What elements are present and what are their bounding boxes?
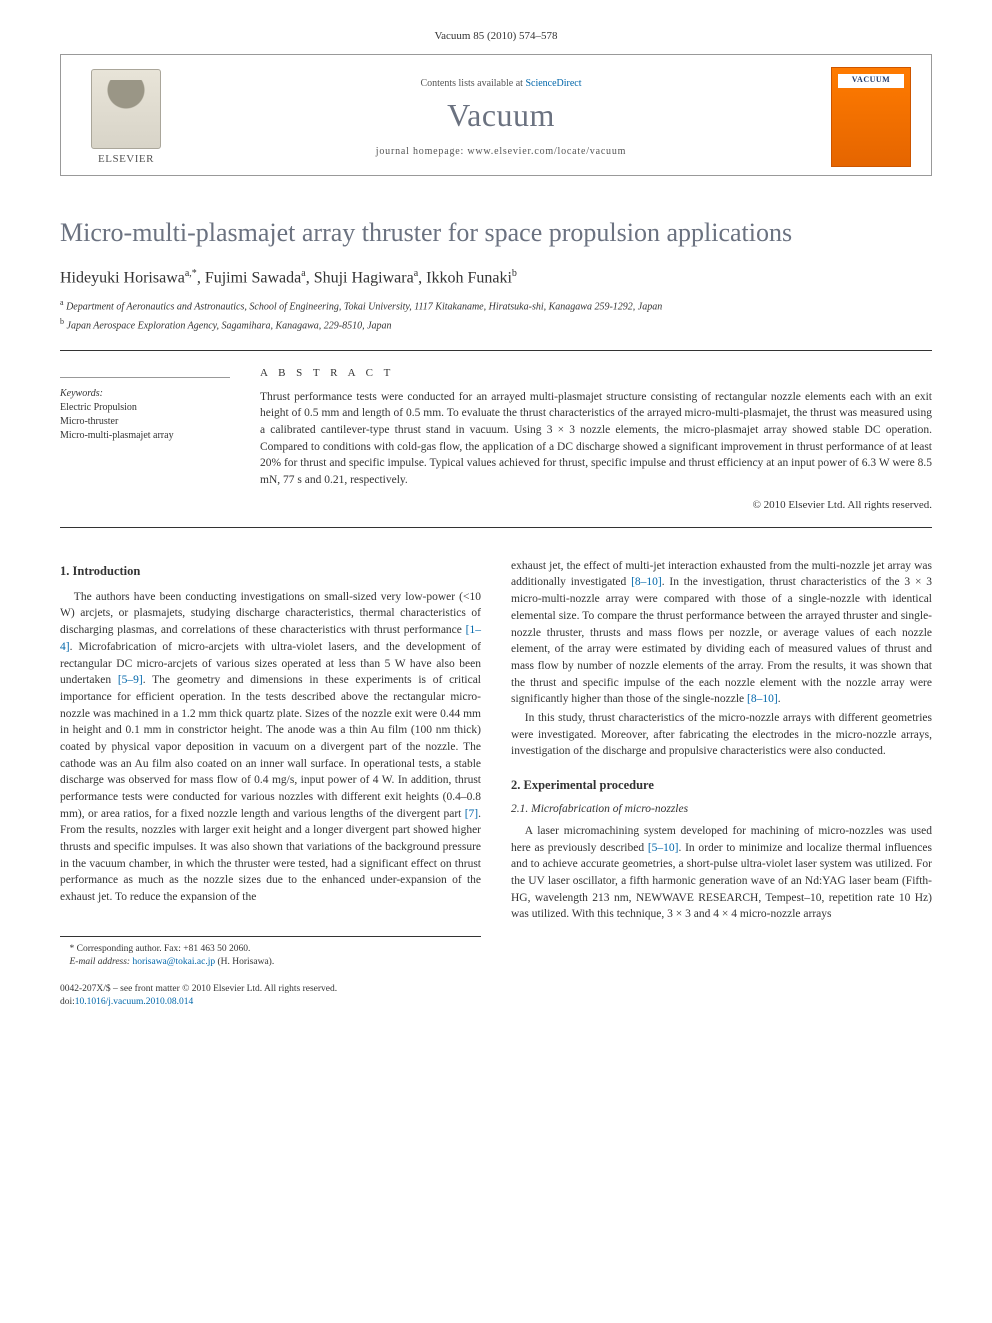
keyword: Micro-multi-plasmajet array: [60, 429, 230, 443]
body-paragraph: A laser micromachining system developed …: [511, 823, 932, 923]
authors-list: Hideyuki Horisawaa,*, Fujimi Sawadaa, Sh…: [60, 268, 932, 287]
keywords-label: Keywords:: [60, 388, 230, 399]
keyword: Micro-thruster: [60, 415, 230, 429]
publisher-logo-block: ELSEVIER: [81, 69, 171, 165]
body-paragraph: The authors have been conducting investi…: [60, 589, 481, 906]
text-run: . In the investigation, thrust character…: [511, 576, 932, 705]
author: Ikkoh Funaki: [426, 269, 512, 286]
author: Hideyuki Horisawa: [60, 269, 185, 286]
ref-link[interactable]: [7]: [465, 808, 478, 820]
affiliation: a Department of Aeronautics and Astronau…: [60, 297, 932, 314]
affiliation-text: Japan Aerospace Exploration Agency, Saga…: [67, 321, 392, 332]
footer-block: 0042-207X/$ – see front matter © 2010 El…: [60, 983, 481, 1010]
email-suffix: (H. Horisawa).: [215, 957, 274, 967]
doi-prefix: doi:: [60, 997, 75, 1007]
keywords-column: Keywords: Electric Propulsion Micro-thru…: [60, 367, 230, 511]
divider: [60, 377, 230, 378]
citation-header: Vacuum 85 (2010) 574–578: [60, 30, 932, 42]
abstract-copyright: © 2010 Elsevier Ltd. All rights reserved…: [260, 499, 932, 511]
body-paragraph: In this study, thrust characteristics of…: [511, 710, 932, 760]
publisher-label: ELSEVIER: [81, 153, 171, 165]
abstract-column: A B S T R A C T Thrust performance tests…: [260, 367, 932, 511]
author-sup: a,*: [185, 268, 197, 279]
affiliation-text: Department of Aeronautics and Astronauti…: [66, 301, 662, 312]
contents-prefix: Contents lists available at: [420, 78, 525, 89]
ref-link[interactable]: [5–9]: [118, 674, 143, 686]
footnote-block: * Corresponding author. Fax: +81 463 50 …: [60, 936, 481, 970]
abstract-block: Keywords: Electric Propulsion Micro-thru…: [60, 367, 932, 511]
journal-banner: ELSEVIER Contents lists available at Sci…: [60, 54, 932, 176]
doi-link[interactable]: 10.1016/j.vacuum.2010.08.014: [75, 997, 193, 1007]
journal-cover-thumb: VACUUM: [831, 67, 911, 167]
section-title-experimental: 2. Experimental procedure: [511, 778, 932, 793]
ref-link[interactable]: [5–10]: [648, 842, 679, 854]
author-sup: a: [414, 268, 418, 279]
text-run: The authors have been conducting investi…: [60, 591, 481, 636]
author: Shuji Hagiwara: [314, 269, 414, 286]
body-paragraph: exhaust jet, the effect of multi-jet int…: [511, 558, 932, 708]
abstract-label: A B S T R A C T: [260, 367, 932, 379]
journal-homepage: journal homepage: www.elsevier.com/locat…: [171, 146, 831, 157]
contents-line: Contents lists available at ScienceDirec…: [171, 78, 831, 89]
ref-link[interactable]: [8–10]: [747, 693, 778, 705]
keyword: Electric Propulsion: [60, 401, 230, 415]
journal-name: Vacuum: [171, 97, 831, 134]
cover-label: VACUUM: [832, 75, 910, 84]
email-link[interactable]: horisawa@tokai.ac.jp: [132, 957, 215, 967]
doi-line: doi:10.1016/j.vacuum.2010.08.014: [60, 996, 481, 1009]
abstract-text: Thrust performance tests were conducted …: [260, 389, 932, 489]
homepage-url[interactable]: www.elsevier.com/locate/vacuum: [467, 146, 626, 157]
homepage-prefix: journal homepage:: [376, 146, 468, 157]
corresponding-author: * Corresponding author. Fax: +81 463 50 …: [60, 943, 481, 956]
front-matter-line: 0042-207X/$ – see front matter © 2010 El…: [60, 983, 481, 996]
divider: [60, 527, 932, 528]
author-sup: b: [512, 268, 517, 279]
section-title-intro: 1. Introduction: [60, 564, 481, 579]
divider: [60, 350, 932, 351]
elsevier-tree-icon: [91, 69, 161, 149]
text-run: . From the results, nozzles with larger …: [60, 808, 481, 903]
article-title: Micro-multi-plasmajet array thruster for…: [60, 216, 932, 250]
affiliation-sup: a: [60, 298, 64, 307]
left-column: 1. Introduction The authors have been co…: [60, 558, 481, 1010]
subsection-title: 2.1. Microfabrication of micro-nozzles: [511, 803, 932, 815]
affiliation-sup: b: [60, 317, 64, 326]
sciencedirect-link[interactable]: ScienceDirect: [525, 78, 581, 89]
ref-link[interactable]: [8–10]: [631, 576, 662, 588]
author-sup: a: [301, 268, 305, 279]
affiliation: b Japan Aerospace Exploration Agency, Sa…: [60, 316, 932, 333]
author: Fujimi Sawada: [205, 269, 301, 286]
body-columns: 1. Introduction The authors have been co…: [60, 558, 932, 1010]
right-column: exhaust jet, the effect of multi-jet int…: [511, 558, 932, 1010]
email-label: E-mail address:: [70, 957, 133, 967]
text-run: .: [778, 693, 781, 705]
text-run: . The geometry and dimensions in these e…: [60, 674, 481, 819]
email-line: E-mail address: horisawa@tokai.ac.jp (H.…: [60, 956, 481, 969]
